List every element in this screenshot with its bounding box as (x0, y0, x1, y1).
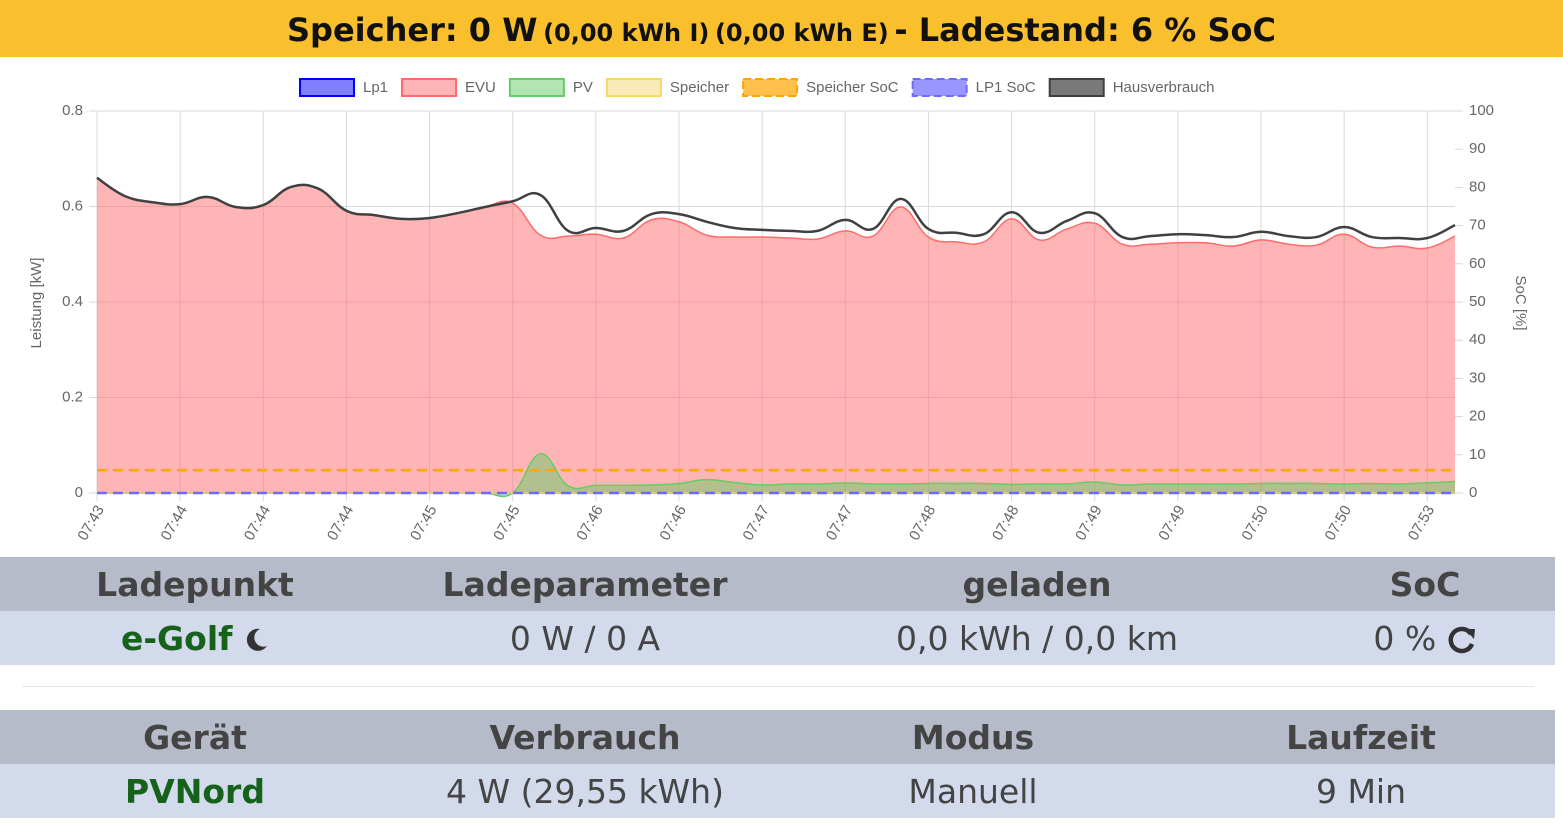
y2-axis-label: SoC [%] (1512, 275, 1529, 330)
data-row: e-Golf 0 W / 0 A 0,0 kWh / 0,0 km 0 % (0, 611, 1555, 665)
header-cell: Verbrauch (489, 717, 681, 757)
header-cell: Modus (911, 717, 1035, 757)
y2-tick-label: 70 (1469, 217, 1486, 234)
y2-tick-label: 90 (1469, 140, 1486, 157)
header-cell: Ladeparameter (442, 564, 728, 604)
header-text: (0,00 kWh E) (714, 19, 889, 47)
status-header: Speicher: 0 W (0,00 kWh I) (0,00 kWh E) … (0, 0, 1563, 57)
header-row: Gerät Verbrauch Modus Laufzeit (0, 710, 1555, 764)
x-tick-label: 07:45 (407, 502, 440, 543)
separator (22, 686, 1534, 687)
x-tick-label: 07:46 (656, 502, 689, 543)
y-tick-label: 0.4 (62, 293, 83, 310)
header-cell: geladen (962, 564, 1112, 604)
x-tick-label: 07:45 (490, 502, 523, 543)
y-tick-label: 0.2 (62, 388, 83, 405)
x-tick-label: 07:47 (823, 502, 856, 543)
legend-label: Speicher (670, 79, 729, 96)
header-cell: SoC (1389, 564, 1461, 604)
y-tick-label: 0 (75, 484, 83, 501)
legend-label: Hausverbrauch (1113, 79, 1215, 96)
legend-label: Speicher SoC (806, 79, 899, 96)
y2-tick-label: 40 (1469, 331, 1486, 348)
data-row: PVNord 4 W (29,55 kWh) Manuell 9 Min (0, 764, 1555, 818)
ladepunkt-table: Ladepunkt Ladeparameter geladen SoC e-Go… (0, 557, 1555, 665)
y2-tick-label: 20 (1469, 408, 1486, 425)
legend-swatch (299, 78, 355, 97)
header-row: Ladepunkt Ladeparameter geladen SoC (0, 557, 1555, 611)
x-tick-label: 07:46 (573, 502, 606, 543)
refresh-icon[interactable] (1447, 625, 1477, 655)
x-tick-label: 07:49 (1155, 502, 1188, 543)
y-axis-label: Leistung [kW] (28, 258, 45, 349)
y-tick-label: 0.6 (62, 197, 83, 214)
legend-swatch (401, 78, 458, 97)
header-text: (0,00 kWh I) (543, 19, 710, 47)
x-tick-label: 07:44 (324, 502, 357, 543)
area (97, 453, 1455, 497)
y2-tick-label: 10 (1469, 446, 1486, 463)
header-text: - Ladestand: 6 % SoC (894, 11, 1277, 49)
y2-tick-label: 50 (1469, 293, 1486, 310)
cell: e-Golf (0, 619, 395, 658)
moon-icon (246, 628, 267, 651)
x-tick-label: 07:49 (1072, 502, 1105, 543)
x-tick-label: 07:44 (158, 502, 191, 543)
y2-tick-label: 30 (1469, 369, 1486, 386)
header-cell: Gerät (143, 717, 247, 757)
legend-label: Lp1 (363, 79, 388, 96)
legend-label: EVU (465, 79, 496, 96)
soc-value: 0 % (1373, 618, 1437, 658)
legend-label: LP1 SoC (976, 79, 1036, 96)
y-tick-label: 0.8 (62, 102, 83, 119)
series-line (96, 176, 1456, 241)
legend-swatch (605, 78, 662, 97)
x-tick-label: 07:50 (1322, 502, 1355, 543)
x-tick-label: 07:48 (989, 502, 1022, 543)
legend-label: PV (573, 79, 593, 96)
device-name[interactable]: PVNord (125, 771, 265, 811)
header-text: Speicher: 0 W (286, 11, 538, 49)
y2-tick-label: 80 (1469, 178, 1486, 195)
x-tick-label: 07:53 (1405, 502, 1438, 543)
cell: 0 % (1225, 619, 1563, 658)
x-tick-label: 07:47 (740, 502, 773, 543)
x-tick-label: 07:44 (241, 502, 274, 543)
cell: 4 W (29,55 kWh) (446, 771, 724, 811)
area (97, 177, 1455, 493)
x-tick-label: 07:48 (906, 502, 939, 543)
header-cell: Ladepunkt (96, 564, 294, 604)
cell: 0,0 kWh / 0,0 km (896, 618, 1178, 658)
geraete-table: Gerät Verbrauch Modus Laufzeit PVNord 4 … (0, 710, 1555, 818)
cell: 0 W / 0 A (509, 618, 661, 658)
cell: Manuell (908, 771, 1038, 811)
y2-tick-label: 0 (1469, 484, 1477, 501)
x-tick-label: 07:50 (1238, 502, 1271, 543)
x-tick-label: 07:43 (74, 502, 107, 543)
chart: Leistung [kW] SoC [%] 0 0.2 0.4 0.6 0.8 0 10 20… (28, 78, 1529, 544)
y2-tick-label: 60 (1469, 255, 1486, 272)
legend-swatch (1048, 78, 1105, 97)
vehicle-name[interactable]: e-Golf (120, 618, 233, 658)
y2-tick-label: 100 (1469, 102, 1494, 119)
legend-swatch (911, 78, 968, 97)
cell: 9 Min (1315, 771, 1407, 811)
legend-swatch (742, 78, 799, 97)
legend-swatch (508, 78, 565, 97)
header-cell: Laufzeit (1286, 717, 1436, 757)
